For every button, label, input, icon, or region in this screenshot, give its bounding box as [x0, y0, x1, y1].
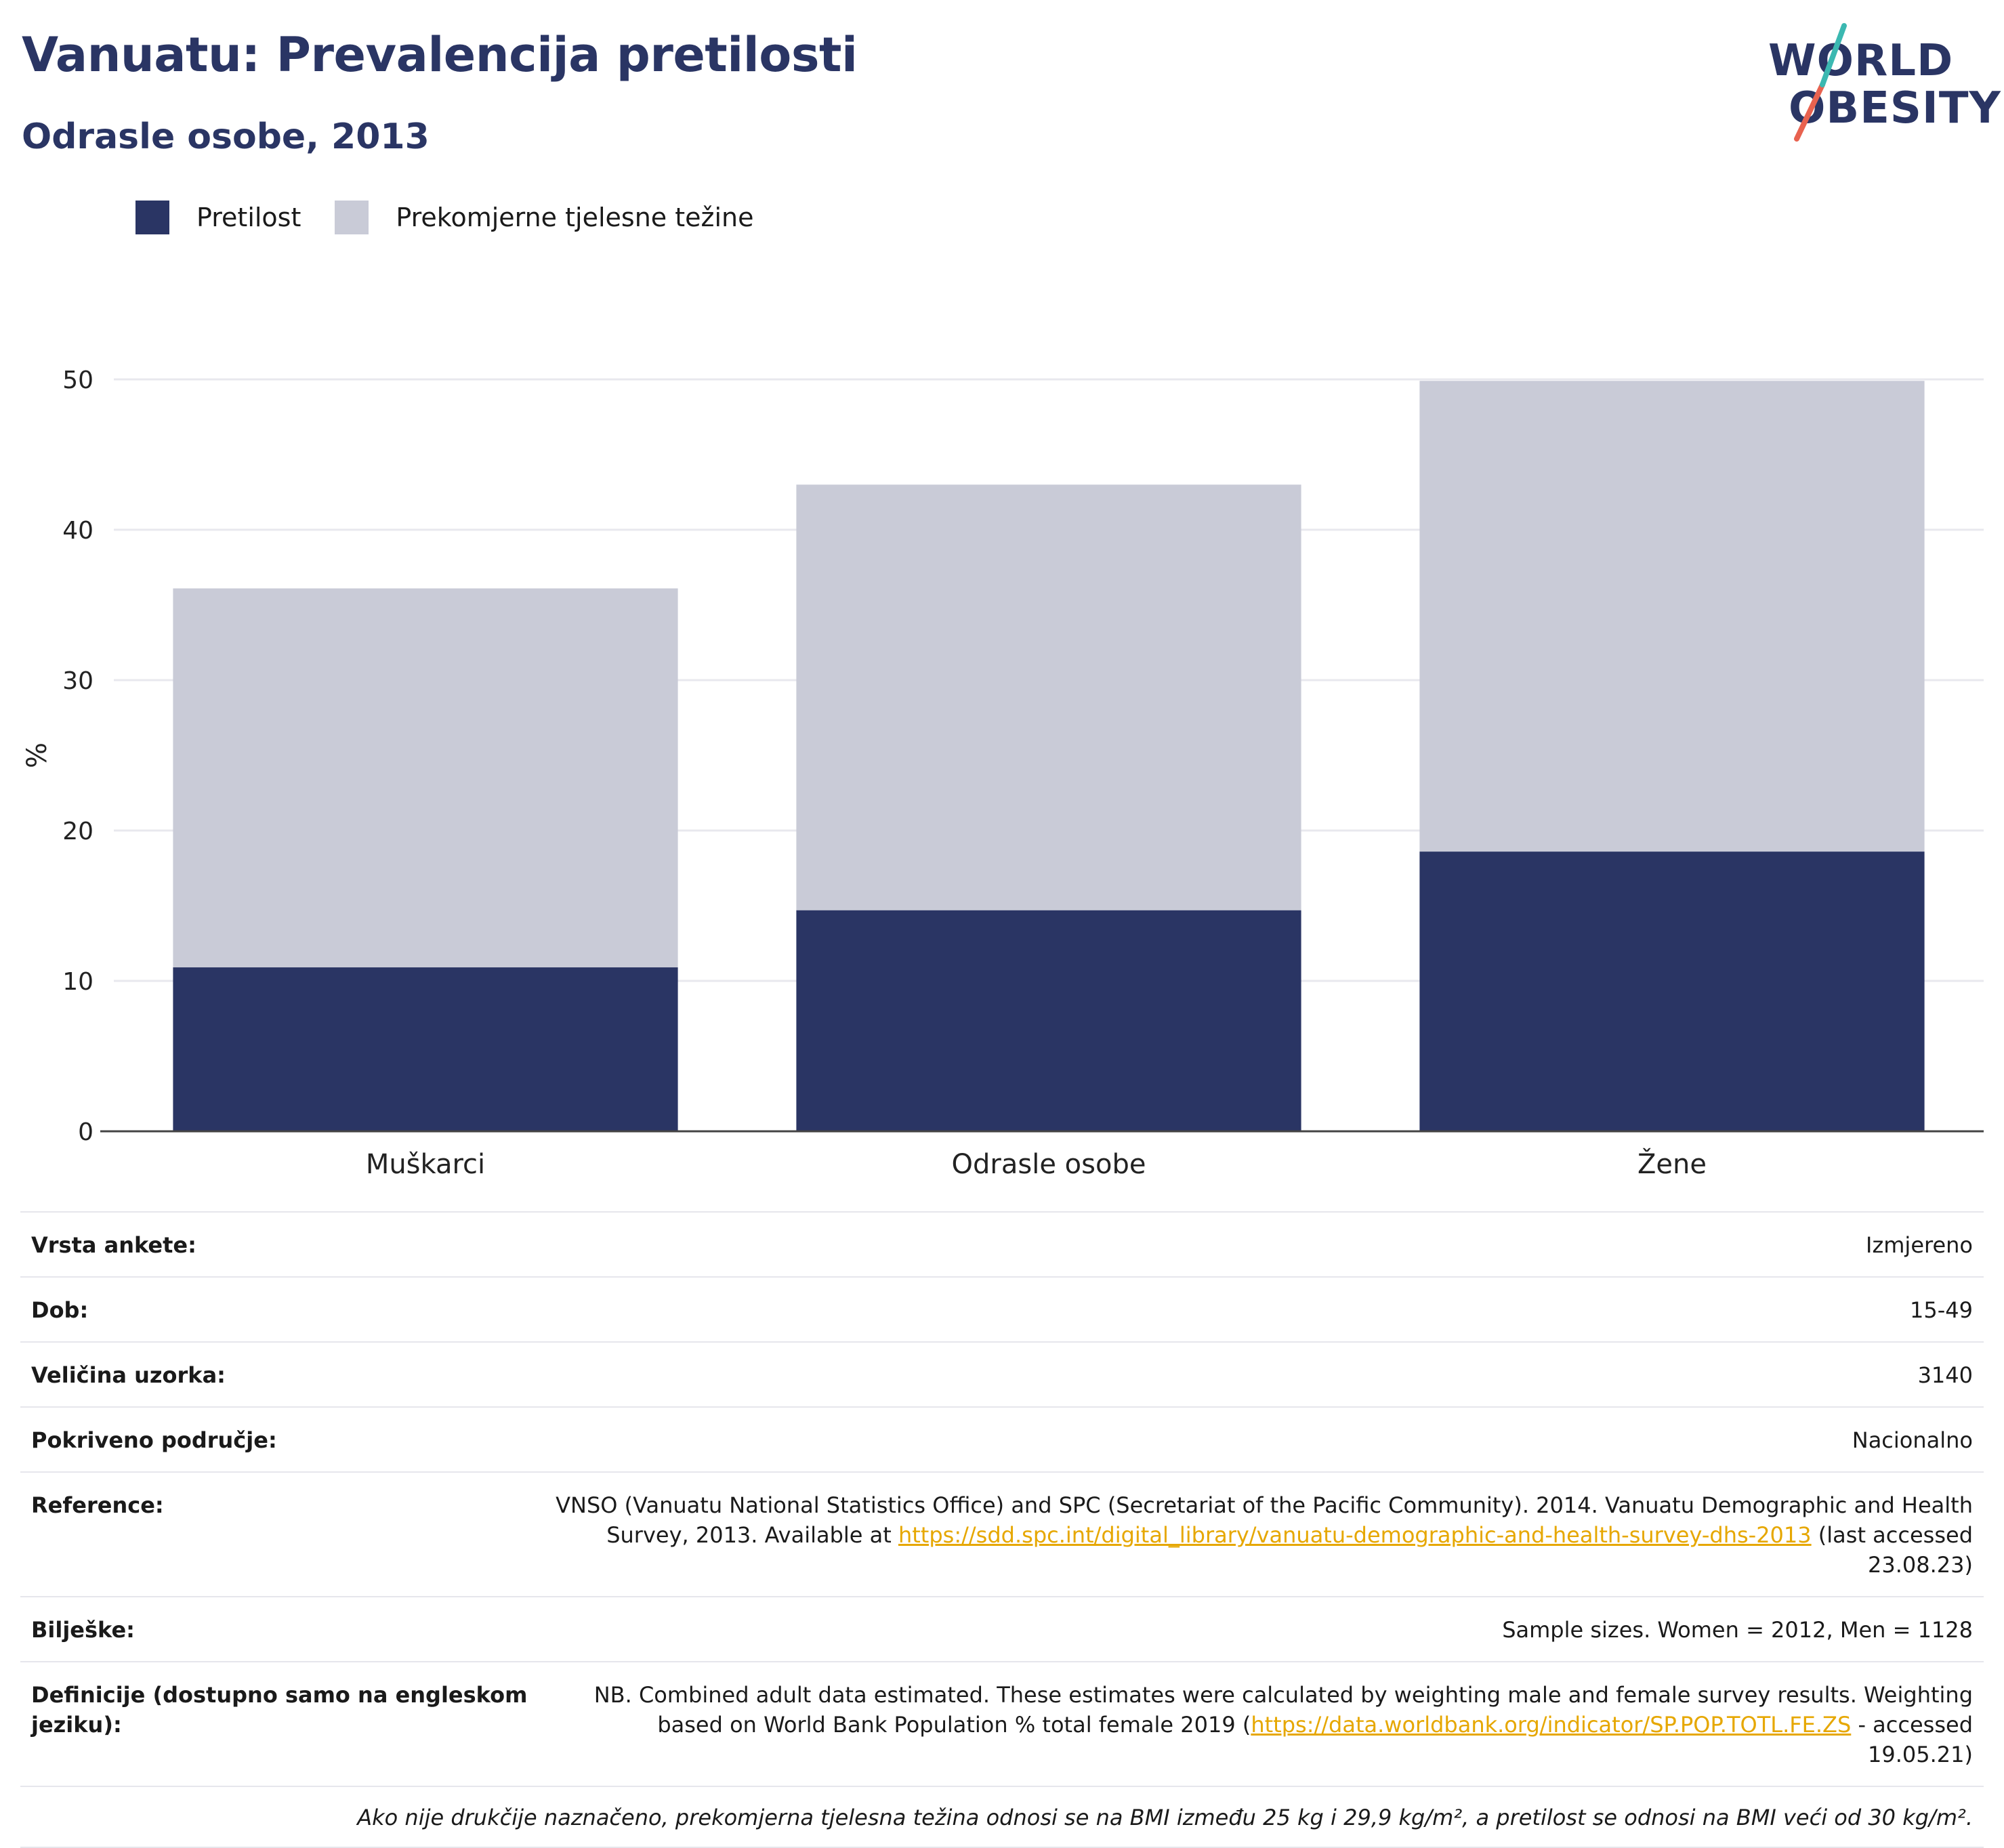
- bar-overweight: [796, 484, 1301, 910]
- meta-value: Nacionalno: [1852, 1427, 1973, 1453]
- reference-text: VNSO (Vanuatu National Statistics Office…: [556, 1492, 1973, 1548]
- meta-row-reference: Reference: VNSO (Vanuatu National Statis…: [20, 1473, 1984, 1597]
- meta-key: Reference:: [31, 1492, 164, 1518]
- y-tick-label: 30: [62, 667, 93, 695]
- y-tick-label: 10: [62, 968, 93, 996]
- x-category-label: Žene: [1637, 1148, 1707, 1180]
- legend-swatch-obesity: [135, 201, 169, 234]
- bar-obesity: [1419, 852, 1925, 1131]
- y-tick-label: 20: [62, 818, 93, 845]
- logo-line-1: WORLD: [1768, 36, 1954, 86]
- meta-key: Dob:: [31, 1297, 89, 1323]
- reference-link[interactable]: https://sdd.spc.int/digital_library/vanu…: [898, 1522, 1812, 1548]
- page-subtitle: Odrasle osobe, 2013: [22, 117, 430, 157]
- chart-legend: Pretilost Prekomjerne tjelesne težine: [135, 201, 788, 234]
- definitions-text-after: - accessed 19.05.21): [1851, 1712, 1973, 1767]
- legend-label-obesity: Pretilost: [196, 203, 301, 232]
- meta-key: Pokriveno područje:: [31, 1427, 277, 1453]
- definitions-link[interactable]: https://data.worldbank.org/indicator/SP.…: [1251, 1712, 1852, 1738]
- reference-text-after: (last accessed 23.08.23): [1811, 1522, 1973, 1578]
- metadata-table: Vrsta ankete: Izmjereno Dob: 15-49 Velič…: [20, 1211, 1984, 1848]
- meta-row-definitions: Definicije (dostupno samo na engleskom j…: [20, 1662, 1984, 1787]
- meta-value: 15-49: [1910, 1297, 1973, 1323]
- y-tick-label: 40: [62, 517, 93, 545]
- world-obesity-logo: WORLD OBESITY: [1768, 20, 2001, 142]
- footnote: Ako nije drukčije naznačeno, prekomjerna…: [20, 1787, 1984, 1848]
- meta-value: Sample sizes. Women = 2012, Men = 1128: [1502, 1617, 1973, 1643]
- meta-value: VNSO (Vanuatu National Statistics Office…: [546, 1490, 1973, 1580]
- meta-value: NB. Combined adult data estimated. These…: [546, 1680, 1973, 1769]
- bar-obesity: [796, 910, 1301, 1131]
- bar-overweight: [173, 588, 678, 968]
- legend-item-overweight: Prekomjerne tjelesne težine: [335, 201, 754, 234]
- bar-chart: 0 10 20 30 40 50% Muškarci Odrasle osobe Žene: [22, 366, 1984, 1180]
- meta-row-sample-size: Veličina uzorka: 3140: [20, 1343, 1984, 1408]
- meta-row-age: Dob: 15-49: [20, 1278, 1984, 1343]
- chart-area: 0 10 20 30 40 50% Muškarci Odrasle osobe Žene: [0, 339, 2004, 1192]
- y-tick-label: 0: [78, 1118, 93, 1146]
- definitions-text: NB. Combined adult data estimated. These…: [593, 1682, 1973, 1738]
- bar-overweight: [1419, 381, 1925, 852]
- legend-item-obesity: Pretilost: [135, 201, 301, 234]
- y-tick-label: 50: [62, 366, 93, 394]
- meta-row-coverage: Pokriveno područje: Nacionalno: [20, 1408, 1984, 1473]
- y-axis-label: %: [22, 742, 53, 768]
- page-title: Vanuatu: Prevalencija pretilosti: [22, 27, 858, 83]
- logo-line-2: OBESITY: [1789, 83, 2001, 133]
- bar-obesity: [173, 967, 678, 1131]
- meta-row-notes: Bilješke: Sample sizes. Women = 2012, Me…: [20, 1597, 1984, 1662]
- meta-value: Izmjereno: [1866, 1232, 1973, 1258]
- x-category-label: Odrasle osobe: [952, 1149, 1146, 1180]
- meta-value: 3140: [1917, 1362, 1973, 1388]
- legend-swatch-overweight: [335, 201, 369, 234]
- x-category-label: Muškarci: [366, 1149, 485, 1180]
- meta-row-survey-type: Vrsta ankete: Izmjereno: [20, 1213, 1984, 1278]
- legend-label-overweight: Prekomjerne tjelesne težine: [396, 203, 754, 232]
- meta-key: Veličina uzorka:: [31, 1362, 226, 1388]
- logo-slash-icon: [1794, 23, 1847, 142]
- meta-key: Definicije (dostupno samo na engleskom j…: [31, 1682, 528, 1738]
- meta-key: Vrsta ankete:: [31, 1232, 196, 1258]
- meta-key: Bilješke:: [31, 1617, 135, 1643]
